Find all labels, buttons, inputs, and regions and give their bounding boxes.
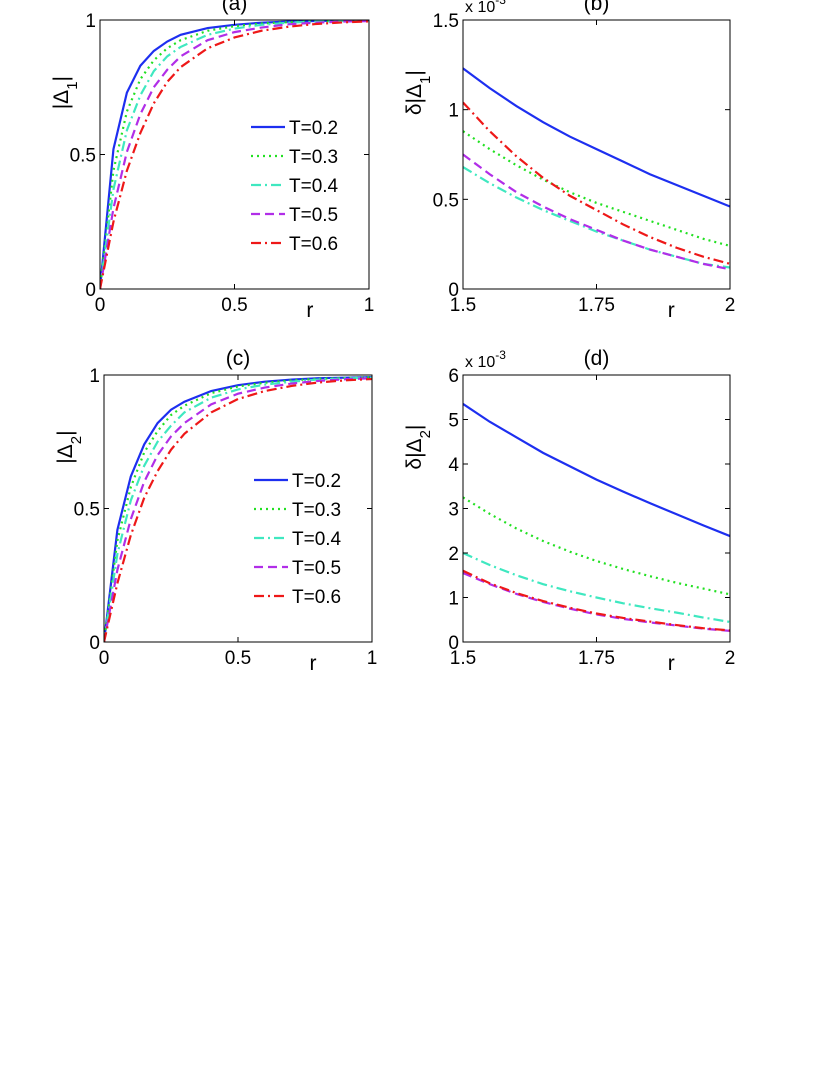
x-tick-label: 0 [95, 295, 106, 316]
y-tick-label: 1 [448, 101, 459, 122]
y-axis-label: |Δ1| [50, 76, 81, 109]
axes-frame [462, 374, 731, 643]
series-line-t-0-2 [463, 67, 730, 208]
y-tick-label: 0 [89, 633, 100, 654]
x-tick-label: 1.5 [450, 295, 476, 316]
legend-label: T=0.4 [292, 529, 342, 550]
y-axis-label-base: δ|Δ [403, 84, 426, 115]
y-axis-label: δ|Δ1| [403, 70, 434, 115]
y-tick-label: 0.5 [70, 146, 96, 167]
y-tick-label: 1 [85, 11, 96, 32]
y-tick-label: 1 [89, 366, 100, 387]
y-axis-label-subscript: 2 [68, 436, 85, 444]
y-axis-label-base: |Δ [50, 90, 73, 109]
panel-title: (a) [222, 0, 248, 15]
x-tick-label: 1.75 [578, 648, 615, 669]
y-tick-label: 0 [448, 633, 459, 654]
y-multiplier-exponent: -3 [495, 0, 506, 7]
axes-frame [462, 19, 731, 290]
panel-b: 1.5 1.75 200.511.5(b)rδ|Δ1|x 10-3 [403, 0, 735, 322]
legend-label: T=0.3 [292, 500, 341, 521]
y-axis-label-base: δ|Δ [403, 438, 426, 469]
y-axis-label-subscript: 1 [64, 81, 81, 89]
series-line-t-0-3 [100, 20, 369, 289]
y-multiplier-base: x 10 [465, 0, 495, 16]
x-tick-label: 2 [725, 295, 736, 316]
panel-title: (b) [584, 0, 610, 15]
y-tick-label: 0 [448, 280, 459, 301]
series-line-t-0-4 [104, 376, 372, 642]
x-tick-label: 2 [725, 648, 736, 669]
x-tick-label: 1 [367, 648, 378, 669]
y-multiplier-exponent: -3 [495, 348, 506, 362]
legend-label: T=0.6 [292, 587, 341, 608]
legend-label: T=0.4 [289, 176, 339, 197]
x-tick-label: 1 [364, 295, 375, 316]
legend-label: T=0.5 [289, 205, 338, 226]
y-tick-label: 2 [448, 544, 459, 565]
x-axis-label: r [310, 652, 317, 675]
y-axis-label-subscript: 2 [417, 430, 434, 438]
panel-title: (c) [226, 347, 251, 370]
y-tick-label: 0.5 [74, 500, 100, 521]
series-line-t-0-6 [463, 101, 730, 265]
y-axis-label-end: | [50, 76, 73, 81]
legend-label: T=0.5 [292, 558, 341, 579]
y-multiplier-base: x 10 [465, 354, 495, 371]
y-axis-label-base: |Δ [54, 444, 77, 463]
series-line-t-0-4 [100, 20, 369, 289]
y-tick-label: 5 [448, 411, 459, 432]
series-line-t-0-4 [463, 551, 730, 624]
series-line-t-0-5 [463, 572, 730, 632]
legend-label: T=0.6 [289, 234, 338, 255]
legend-label: T=0.2 [292, 471, 341, 492]
y-tick-label: 0 [85, 280, 96, 301]
x-tick-label: 0.5 [221, 295, 247, 316]
y-tick-label: 0.5 [433, 190, 459, 211]
y-multiplier: x 10-3 [465, 0, 506, 16]
x-axis-label: r [668, 652, 675, 675]
y-axis-label-subscript: 1 [417, 76, 434, 84]
x-tick-label: 0.5 [225, 648, 251, 669]
legend-label: T=0.3 [289, 147, 338, 168]
y-axis-label-end: | [403, 70, 426, 75]
y-tick-label: 4 [448, 455, 459, 476]
series-line-t-0-5 [100, 20, 369, 289]
y-tick-label: 1 [448, 589, 459, 610]
series-line-t-0-3 [463, 130, 730, 248]
y-multiplier: x 10-3 [465, 348, 506, 371]
x-axis-label: r [306, 299, 313, 322]
series-line-t-0-5 [104, 377, 372, 642]
y-tick-label: 1.5 [433, 11, 459, 32]
y-axis-label-end: | [54, 430, 77, 435]
legend: T=0.2 T=0.3 T=0.4 T=0.5 T=0.6 [251, 118, 339, 255]
series-line-t-0-3 [463, 496, 730, 596]
x-tick-label: 1.75 [578, 295, 615, 316]
legend: T=0.2 T=0.3 T=0.4 T=0.5 T=0.6 [254, 471, 342, 608]
y-tick-label: 3 [448, 500, 459, 521]
series-line-t-0-6 [463, 569, 730, 632]
x-tick-label: 1.5 [450, 648, 476, 669]
series-line-t-0-4 [463, 166, 730, 269]
panel-a: 0 0.5 100.51(a)r|Δ1|T=0.2T=0.3T=0.4T=0.5T=… [50, 0, 374, 322]
series-line-t-0-6 [100, 20, 369, 289]
x-axis-label: r [668, 299, 675, 322]
y-tick-label: 6 [448, 366, 459, 387]
x-tick-label: 0 [99, 648, 110, 669]
y-axis-label: |Δ2| [54, 430, 85, 463]
legend-label: T=0.2 [289, 118, 338, 139]
y-axis-label-end: | [403, 425, 426, 430]
y-axis-label: δ|Δ2| [403, 425, 434, 470]
series-line-t-0-2 [463, 403, 730, 538]
panel-c: 0 0.5 100.51(c)r|Δ2|T=0.2T=0.3T=0.4T=0.5T=… [54, 347, 377, 675]
series-line-t-0-6 [104, 377, 372, 642]
panel-title: (d) [584, 347, 610, 370]
